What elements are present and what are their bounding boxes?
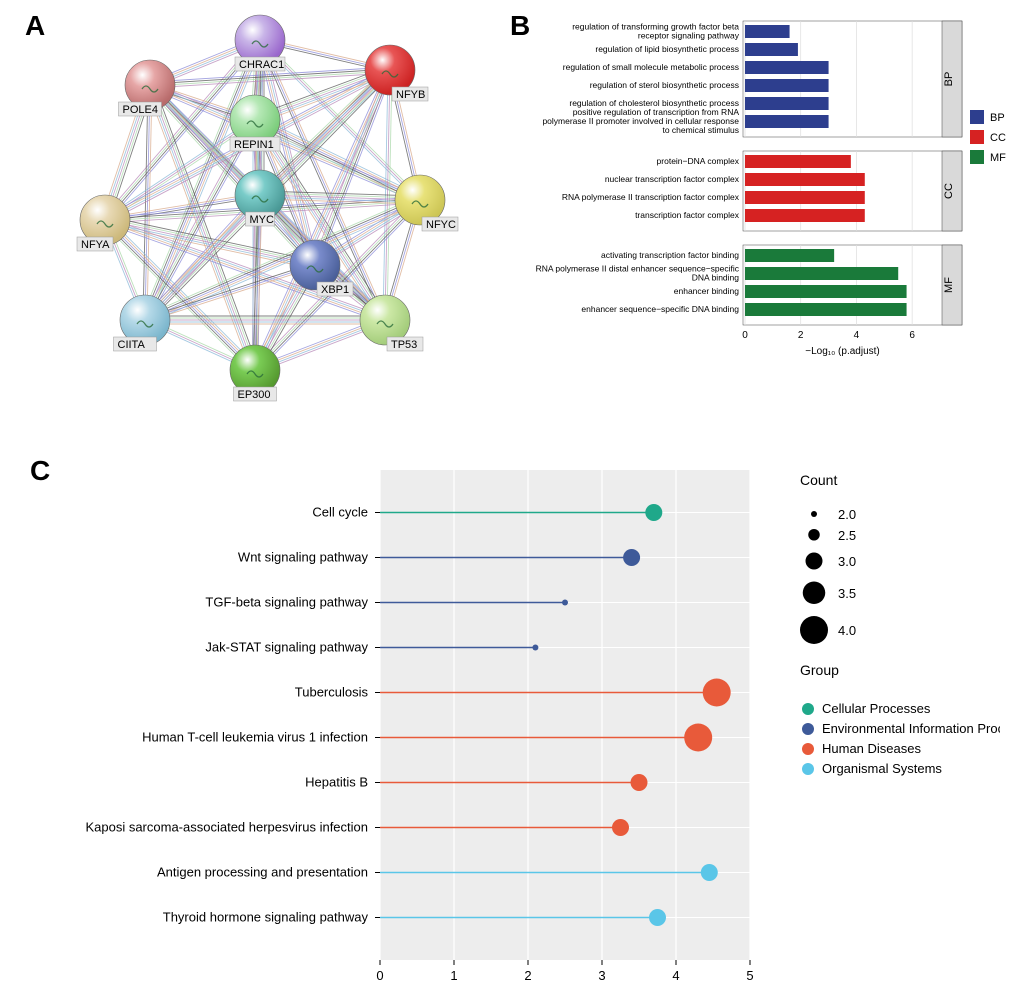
go-bar (745, 61, 829, 74)
svg-text:CC: CC (943, 183, 955, 199)
pathway-label: TGF-beta signaling pathway (205, 595, 368, 610)
ppi-node-label: MYC (250, 214, 275, 226)
go-bar (745, 303, 907, 316)
svg-text:4: 4 (672, 968, 679, 983)
svg-text:2: 2 (798, 330, 804, 341)
svg-text:−Log₁₀ (p.adjust): −Log₁₀ (p.adjust) (805, 346, 880, 357)
svg-text:BP: BP (990, 112, 1005, 124)
lollipop-point (684, 724, 712, 752)
lollipop-point (645, 504, 662, 521)
svg-text:4: 4 (854, 330, 860, 341)
go-bar (745, 25, 790, 38)
svg-text:Environmental Information Proc: Environmental Information Processing (822, 721, 1000, 736)
go-bar (745, 173, 865, 186)
svg-text:Cellular Processes: Cellular Processes (822, 701, 931, 716)
go-term-label: nuclear transcription factor complex (605, 174, 740, 184)
svg-text:3.5: 3.5 (838, 586, 856, 601)
go-bar (745, 79, 829, 92)
pathway-label: Jak-STAT signaling pathway (205, 640, 368, 655)
go-term-label: transcription factor complex (635, 210, 740, 220)
panel-a-label: A (25, 10, 45, 42)
svg-text:MF: MF (943, 277, 955, 293)
ppi-node-label: EP300 (238, 389, 271, 401)
pathway-label: Tuberculosis (295, 685, 369, 700)
go-term-label: receptor signaling pathway (638, 31, 740, 41)
svg-text:0: 0 (376, 968, 383, 983)
svg-text:1: 1 (450, 968, 457, 983)
go-term-label: regulation of lipid biosynthetic process (595, 44, 739, 54)
go-term-label: to chemical stimulus (662, 125, 739, 135)
svg-text:2.0: 2.0 (838, 507, 856, 522)
go-term-label: regulation of sterol biosynthetic proces… (590, 80, 739, 90)
ppi-node-label: POLE4 (123, 104, 158, 116)
go-bar (745, 209, 865, 222)
panel-b-barchart: BPregulation of transforming growth fact… (510, 10, 1015, 410)
svg-text:Organismal Systems: Organismal Systems (822, 761, 942, 776)
go-bar (745, 285, 907, 298)
ppi-node-label: CIITA (118, 339, 146, 351)
go-term-label: regulation of small molecule metabolic p… (563, 62, 739, 72)
svg-text:4.0: 4.0 (838, 623, 856, 638)
go-bar (745, 267, 898, 280)
ppi-node-label: NFYC (426, 219, 456, 231)
lollipop-point (701, 864, 718, 881)
svg-text:CC: CC (990, 132, 1006, 144)
go-term-label: RNA polymerase II transcription factor c… (562, 192, 740, 202)
svg-text:5: 5 (746, 968, 753, 983)
svg-text:2: 2 (524, 968, 531, 983)
svg-text:-log10(FDR): -log10(FDR) (529, 988, 601, 990)
go-term-label: protein−DNA complex (657, 156, 740, 166)
lollipop-point (562, 600, 568, 606)
go-term-label: DNA binding (692, 273, 740, 283)
pathway-label: Hepatitis B (305, 775, 368, 790)
svg-text:Group: Group (800, 662, 839, 678)
ppi-node-label: TP53 (391, 339, 417, 351)
lollipop-point (649, 909, 666, 926)
pathway-label: Kaposi sarcoma-associated herpesvirus in… (85, 820, 368, 835)
svg-text:BP: BP (943, 72, 955, 87)
go-term-label: activating transcription factor binding (601, 250, 739, 260)
ppi-node-label: NFYA (81, 239, 110, 251)
go-bar (745, 249, 834, 262)
go-bar (745, 191, 865, 204)
go-bar (745, 155, 851, 168)
panel-c-lollipop: Cell cycle Wnt signaling pathway TGF-beta … (20, 450, 1000, 990)
svg-text:2.5: 2.5 (838, 528, 856, 543)
ppi-node-label: REPIN1 (234, 139, 274, 151)
lollipop-point (612, 819, 629, 836)
lollipop-point (703, 679, 731, 707)
lollipop-point (623, 549, 640, 566)
svg-text:Count: Count (800, 472, 837, 488)
go-bar (745, 97, 829, 110)
svg-text:6: 6 (909, 330, 915, 341)
lollipop-point (631, 774, 648, 791)
pathway-label: Antigen processing and presentation (157, 865, 368, 880)
svg-text:0: 0 (742, 330, 748, 341)
ppi-node-label: NFYB (396, 89, 425, 101)
go-bar (745, 115, 829, 128)
panel-a-network: CHRAC1 POLE4 REPIN1 NFYB NFYA MYC NFYC XBP1 CIIT… (60, 10, 470, 410)
ppi-node-label: XBP1 (321, 284, 349, 296)
go-bar (745, 43, 798, 56)
svg-text:Human Diseases: Human Diseases (822, 741, 921, 756)
go-term-label: enhancer sequence−specific DNA binding (581, 304, 739, 314)
lollipop-point (532, 645, 538, 651)
go-term-label: enhancer binding (674, 286, 739, 296)
svg-text:3.0: 3.0 (838, 554, 856, 569)
pathway-label: Thyroid hormone signaling pathway (163, 910, 369, 925)
svg-text:3: 3 (598, 968, 605, 983)
pathway-label: Human T-cell leukemia virus 1 infection (142, 730, 368, 745)
ppi-node-label: CHRAC1 (239, 59, 284, 71)
svg-text:MF: MF (990, 152, 1006, 164)
pathway-label: Wnt signaling pathway (238, 550, 369, 565)
pathway-label: Cell cycle (312, 505, 368, 520)
